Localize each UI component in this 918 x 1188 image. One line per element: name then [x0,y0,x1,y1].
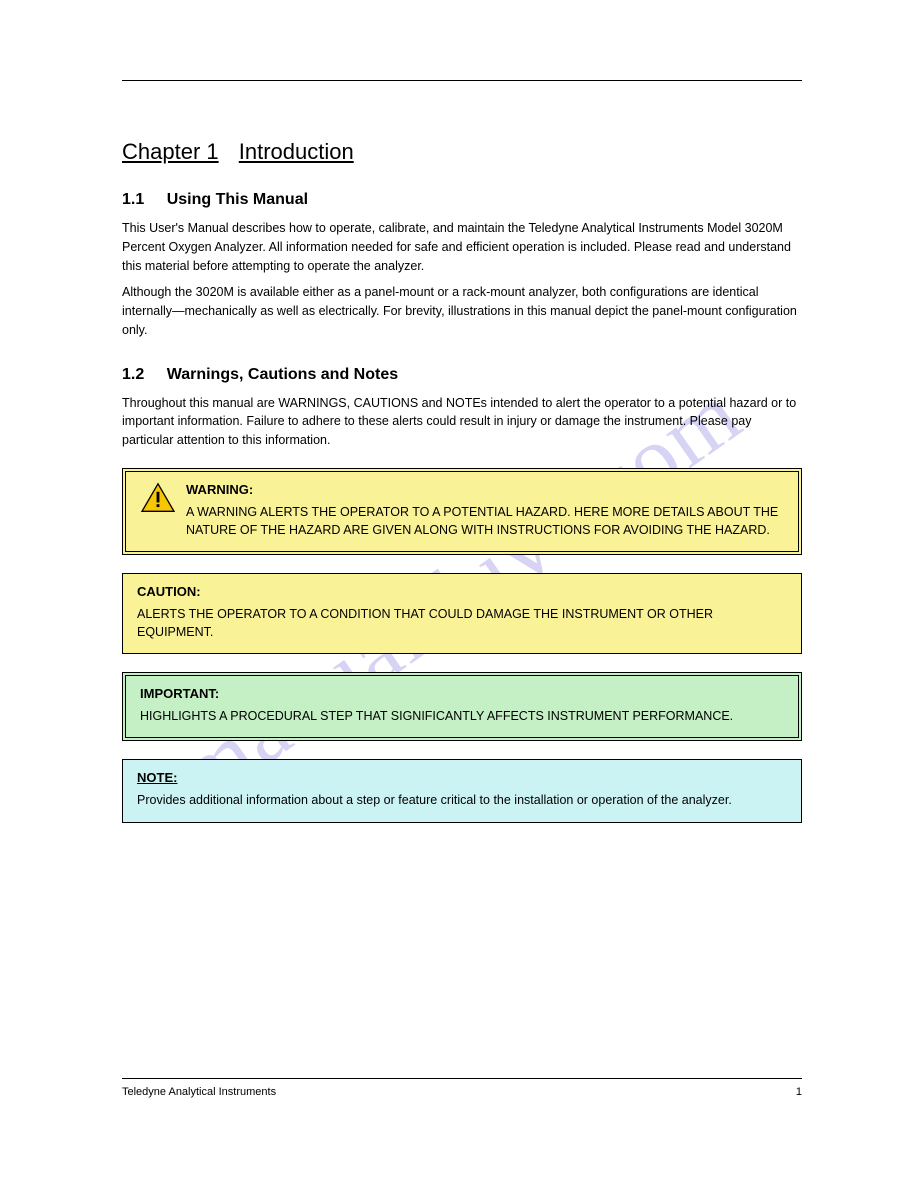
footer-page-number: 1 [796,1086,802,1098]
section-1-2-title: Warnings, Cautions and Notes [167,366,398,383]
page-footer: Teledyne Analytical Instruments 1 [122,1086,802,1098]
section-1-2-heading: 1.2 Warnings, Cautions and Notes [122,366,802,384]
warning-triangle-icon [140,482,176,514]
important-label: IMPORTANT: [140,686,784,701]
note-callout: NOTE: Provides additional information ab… [122,759,802,822]
section-1-1-heading: 1.1 Using This Manual [122,191,802,209]
warning-text: A WARNING ALERTS THE OPERATOR TO A POTEN… [186,503,784,539]
footer-left: Teledyne Analytical Instruments [122,1086,276,1098]
chapter-number: Chapter 1 [122,139,219,164]
section-1-2-number: 1.2 [122,366,144,383]
important-callout: IMPORTANT: HIGHLIGHTS A PROCEDURAL STEP … [122,672,802,741]
important-text: HIGHLIGHTS A PROCEDURAL STEP THAT SIGNIF… [140,707,784,725]
note-text: Provides additional information about a … [137,791,787,809]
caution-label: CAUTION: [137,584,787,599]
warning-callout: WARNING: A WARNING ALERTS THE OPERATOR T… [122,468,802,555]
caution-callout: CAUTION: ALERTS THE OPERATOR TO A CONDIT… [122,573,802,654]
top-horizontal-rule [122,80,802,81]
section-1-1-para-2: Although the 3020M is available either a… [122,283,802,339]
chapter-title: Introduction [239,139,354,164]
chapter-heading: Chapter 1 Introduction [122,139,802,165]
section-1-1-title: Using This Manual [167,191,308,208]
section-1-1-para-1: This User's Manual describes how to oper… [122,219,802,275]
page-content: Chapter 1 Introduction 1.1 Using This Ma… [122,80,802,823]
bottom-horizontal-rule [122,1078,802,1079]
section-1-2-intro: Throughout this manual are WARNINGS, CAU… [122,394,802,450]
note-label: NOTE: [137,770,787,785]
warning-label: WARNING: [186,482,784,497]
caution-text: ALERTS THE OPERATOR TO A CONDITION THAT … [137,605,787,641]
section-1-1-number: 1.1 [122,191,144,208]
